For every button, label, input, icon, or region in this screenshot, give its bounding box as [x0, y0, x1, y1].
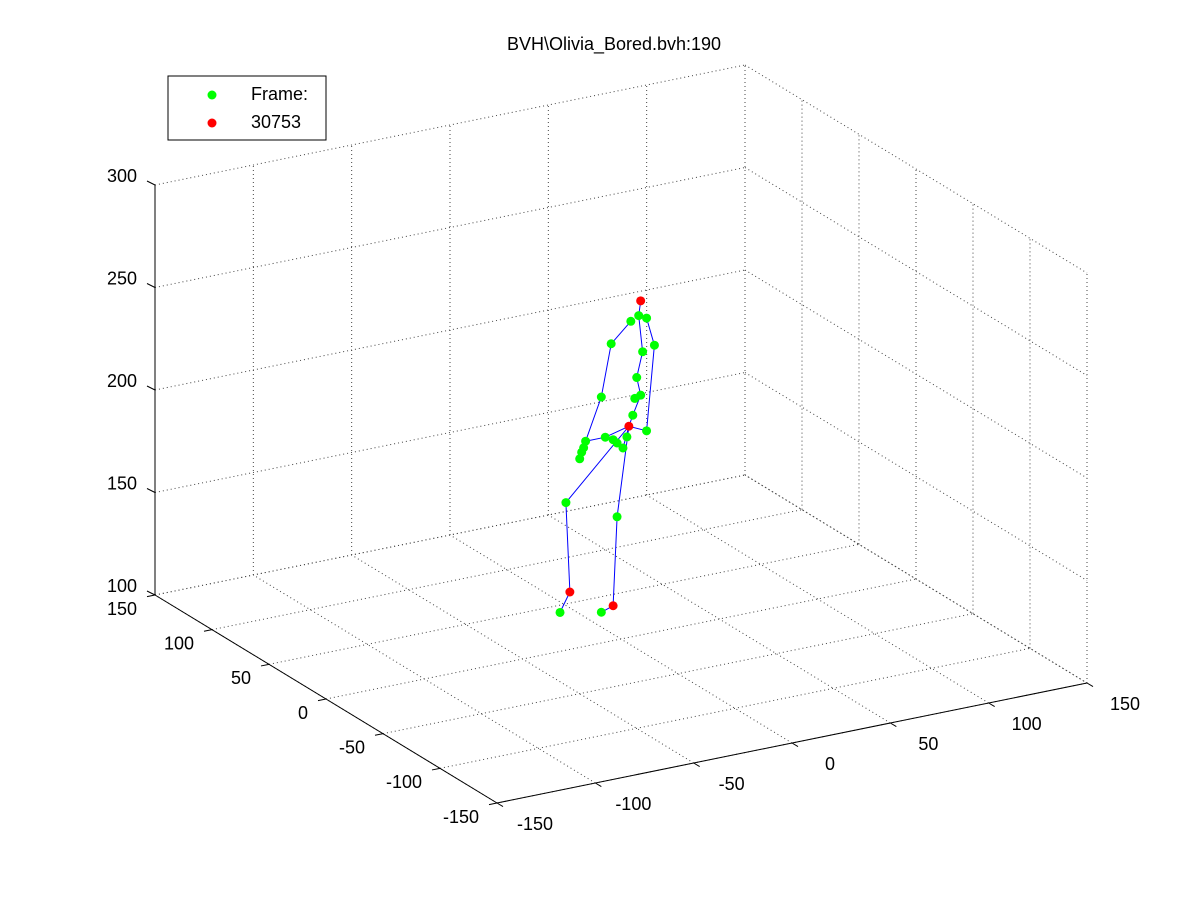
- x-tick-label: 100: [1012, 714, 1042, 734]
- joint-point: [618, 443, 628, 453]
- legend-label: 30753: [251, 112, 301, 132]
- y-tick-label: -100: [386, 772, 422, 792]
- tick-mark: [146, 180, 156, 186]
- tick-mark: [595, 782, 602, 788]
- legend: Frame: 30753: [167, 75, 327, 141]
- z-tick-label: 100: [107, 576, 137, 596]
- joint-point: [575, 454, 585, 464]
- y-tick-label: 100: [164, 633, 194, 653]
- legend-label: Frame:: [251, 84, 308, 104]
- joint-point: [612, 512, 622, 522]
- x-tick-label: -100: [615, 794, 651, 814]
- grid-line: [744, 474, 1088, 684]
- joint-point: [628, 410, 638, 420]
- z-tick-label: 200: [107, 371, 137, 391]
- joint-point: [634, 311, 644, 321]
- grid-line: [154, 269, 746, 391]
- tick-mark: [146, 385, 156, 391]
- tick-mark: [317, 698, 327, 702]
- tick-mark: [146, 283, 156, 288]
- z-tick-label: 150: [107, 473, 137, 493]
- y-tick-label: 0: [298, 703, 308, 723]
- tick-mark: [203, 629, 213, 632]
- grid-line: [268, 543, 860, 665]
- grid-line: [744, 167, 1088, 376]
- tick-mark: [791, 742, 799, 748]
- tick-mark: [431, 767, 441, 771]
- tick-mark: [146, 488, 156, 493]
- joint-point: [626, 316, 636, 326]
- joint-point: [636, 390, 646, 400]
- grid-line: [154, 474, 746, 596]
- grid-line: [548, 514, 891, 724]
- grid-line: [646, 494, 989, 704]
- z-tick-label: 300: [107, 166, 137, 186]
- tick-mark: [146, 594, 156, 598]
- tick-mark: [260, 663, 270, 667]
- x-tick-label: 50: [918, 734, 938, 754]
- joint-point: [632, 373, 642, 382]
- joint-point: [565, 587, 575, 597]
- x-tick-label: 150: [1110, 694, 1140, 714]
- x-tick-label: 0: [825, 754, 835, 774]
- legend-box: [167, 75, 327, 141]
- tick-mark: [988, 702, 995, 708]
- joint-point: [608, 601, 618, 611]
- grid-line: [449, 534, 793, 744]
- x-tick-label: -150: [517, 814, 553, 834]
- tick-mark: [374, 733, 384, 736]
- grid-line: [211, 509, 803, 631]
- joint-point: [622, 432, 632, 442]
- joint-point: [596, 392, 606, 402]
- y-tick-label: -150: [443, 807, 479, 827]
- grid-line: [439, 647, 1031, 769]
- y-axis: [154, 594, 498, 804]
- grid-line: [325, 578, 917, 700]
- legend-marker: [207, 90, 217, 100]
- tick-mark: [488, 802, 498, 806]
- y-tick-label: -50: [339, 737, 365, 757]
- z-tick-label: 250: [107, 268, 137, 288]
- grid-line: [382, 613, 974, 735]
- joint-point: [624, 421, 634, 431]
- grid-line: [154, 167, 746, 288]
- tick-mark: [1086, 682, 1094, 688]
- tick-mark: [890, 722, 897, 728]
- joint-point: [642, 426, 652, 436]
- joint-point: [606, 339, 616, 349]
- joint-point: [555, 607, 565, 617]
- y-tick-label: 50: [231, 668, 251, 688]
- x-tick-label: -50: [719, 774, 745, 794]
- grid-line: [744, 269, 1088, 479]
- joint-point: [636, 296, 646, 306]
- tick-mark: [693, 762, 700, 768]
- joint-point: [561, 498, 571, 508]
- joint-point: [649, 340, 659, 350]
- y-tick-label: 150: [107, 599, 137, 619]
- x-axis: [496, 682, 1088, 804]
- grid-line: [744, 64, 1088, 274]
- legend-marker: [207, 118, 217, 128]
- grid-line: [154, 64, 746, 186]
- joint-point: [612, 438, 622, 448]
- tick-mark: [496, 802, 504, 808]
- grid-line: [154, 372, 746, 493]
- chart-title: BVH\Olivia_Bored.bvh:190: [507, 34, 721, 55]
- joint-point: [596, 607, 606, 617]
- joint-point: [600, 432, 610, 442]
- joint-point: [638, 347, 648, 357]
- grid-line: [744, 372, 1088, 581]
- tick-mark: [146, 590, 156, 596]
- joint-point: [642, 313, 652, 323]
